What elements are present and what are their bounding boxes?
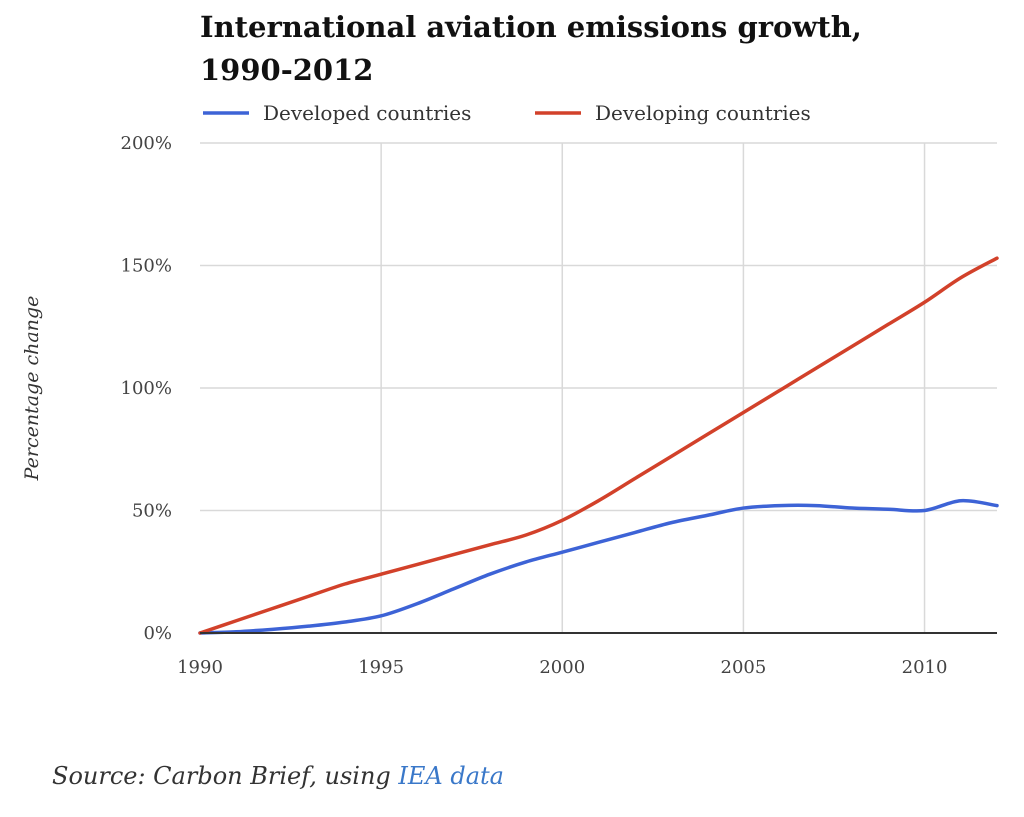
chart: International aviation emissions growth,… [21, 10, 999, 678]
series-line-developing [198, 256, 999, 635]
y-tick-label: 150% [121, 256, 172, 277]
tick-labels: 0% 50% 100% 150% 200% 1990 1995 2000 2005 2010 [121, 133, 948, 678]
legend: Developed countries Developing countries [203, 101, 811, 125]
series-line-developed [198, 498, 999, 635]
source-caption: Source: Carbon Brief, using IEA data [52, 762, 504, 790]
y-tick-label: 200% [121, 133, 172, 154]
chart-title-line2: 1990-2012 [200, 53, 373, 87]
x-tick-label: 2005 [721, 657, 767, 678]
iea-data-link[interactable]: IEA data [398, 762, 504, 790]
x-tick-label: 2000 [539, 657, 585, 678]
chart-title-line1: International aviation emissions growth, [200, 10, 862, 44]
x-tick-label: 2010 [902, 657, 948, 678]
gridlines [200, 142, 997, 633]
source-prefix: Source: Carbon Brief, using [52, 762, 399, 790]
y-axis-title: Percentage change [21, 296, 43, 482]
series-lines [198, 256, 999, 635]
x-tick-label: 1990 [177, 657, 223, 678]
legend-label-developing: Developing countries [595, 101, 811, 125]
legend-label-developed: Developed countries [263, 101, 471, 125]
y-tick-label: 100% [121, 378, 172, 399]
y-tick-label: 50% [132, 501, 172, 522]
x-tick-label: 1995 [358, 657, 404, 678]
y-tick-label: 0% [143, 623, 172, 644]
